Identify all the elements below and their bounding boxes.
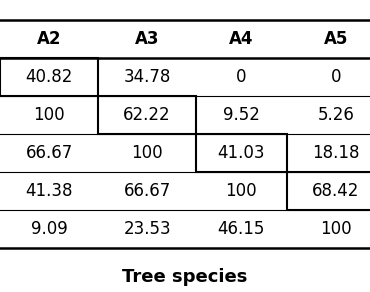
Text: 0: 0 xyxy=(330,68,341,86)
Text: 41.03: 41.03 xyxy=(218,144,265,162)
Text: 40.82: 40.82 xyxy=(25,68,73,86)
Text: 5.26: 5.26 xyxy=(317,106,354,124)
Text: A3: A3 xyxy=(135,30,159,48)
Text: 62.22: 62.22 xyxy=(123,106,171,124)
Text: 41.38: 41.38 xyxy=(25,182,73,200)
Text: 100: 100 xyxy=(131,144,163,162)
Bar xyxy=(0,58,98,96)
Text: 0: 0 xyxy=(236,68,247,86)
Text: 66.67: 66.67 xyxy=(124,182,171,200)
Text: A5: A5 xyxy=(324,30,348,48)
Text: 9.09: 9.09 xyxy=(31,220,67,238)
Text: 18.18: 18.18 xyxy=(312,144,360,162)
Text: 100: 100 xyxy=(226,182,257,200)
Text: 34.78: 34.78 xyxy=(123,68,171,86)
Text: 66.67: 66.67 xyxy=(26,144,73,162)
Text: Tree species: Tree species xyxy=(122,268,248,286)
Text: 100: 100 xyxy=(320,220,352,238)
Bar xyxy=(98,96,196,134)
Text: 68.42: 68.42 xyxy=(312,182,360,200)
Bar xyxy=(196,134,287,172)
Text: 9.52: 9.52 xyxy=(223,106,260,124)
Bar xyxy=(287,172,370,210)
Text: A2: A2 xyxy=(37,30,61,48)
Text: 23.53: 23.53 xyxy=(123,220,171,238)
Text: 46.15: 46.15 xyxy=(218,220,265,238)
Text: A4: A4 xyxy=(229,30,254,48)
Text: 100: 100 xyxy=(33,106,65,124)
